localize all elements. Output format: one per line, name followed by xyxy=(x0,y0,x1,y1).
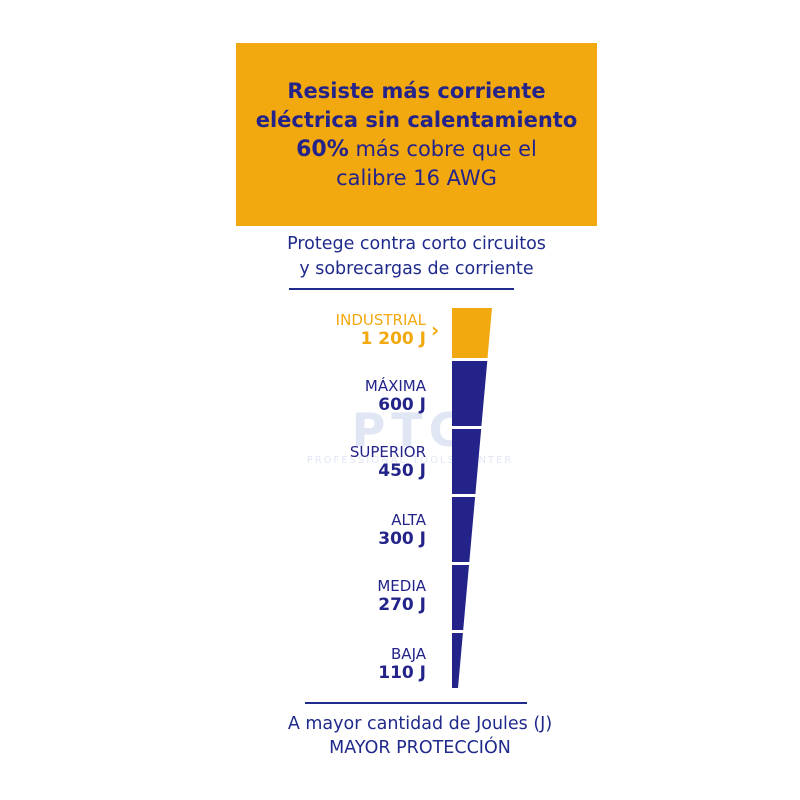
level-name: SUPERIOR xyxy=(349,443,426,461)
copper-percent: 60% xyxy=(296,136,349,162)
level-value: 270 J xyxy=(378,595,426,615)
level-value: 110 J xyxy=(378,663,426,683)
level-name: BAJA xyxy=(391,645,426,663)
footer-line-1: A mayor cantidad de Joules (J) xyxy=(287,714,553,734)
banner-line-3: 60% más cobre que el xyxy=(296,135,537,164)
level-item: ALTA 300 J xyxy=(226,511,426,549)
headline-banner: Resiste más corriente eléctrica sin cale… xyxy=(236,43,597,226)
bar-segment-4 xyxy=(452,565,469,630)
subtitle-line-2: y sobrecargas de corriente xyxy=(299,259,534,279)
level-item: BAJA 110 J xyxy=(226,645,426,683)
level-item: MÁXIMA 600 J xyxy=(226,377,426,415)
level-value: 450 J xyxy=(378,461,426,481)
banner-line-3-rest: más cobre que el xyxy=(348,136,537,161)
level-item: SUPERIOR 450 J xyxy=(226,443,426,481)
level-name: ALTA xyxy=(391,511,426,529)
banner-line-4: calibre 16 AWG xyxy=(336,165,497,190)
level-name: INDUSTRIAL xyxy=(335,311,426,329)
level-value: 600 J xyxy=(378,395,426,415)
bar-segment-5 xyxy=(452,633,463,688)
chevron-right-icon: › xyxy=(431,318,440,342)
bottom-divider xyxy=(305,702,527,704)
level-name: MÁXIMA xyxy=(364,377,426,395)
level-item: MEDIA 270 J xyxy=(226,577,426,615)
bar-segment-3 xyxy=(452,497,476,562)
subtitle-line-1: Protege contra corto circuitos xyxy=(287,234,546,254)
level-value: 1 200 J xyxy=(360,329,426,349)
banner-line-1: Resiste más corriente xyxy=(287,78,546,103)
top-divider xyxy=(289,288,514,290)
bar-segment-1 xyxy=(452,361,488,426)
footer-line-2: MAYOR PROTECCIÓN xyxy=(329,738,511,758)
protection-subtitle: Protege contra corto circuitos y sobreca… xyxy=(236,232,597,282)
level-item: INDUSTRIAL 1 200 J xyxy=(226,311,426,349)
banner-line-2: eléctrica sin calentamiento xyxy=(255,107,578,132)
footer-caption: A mayor cantidad de Joules (J) MAYOR PRO… xyxy=(220,712,620,760)
bar-segment-0 xyxy=(452,308,492,358)
level-name: MEDIA xyxy=(377,577,426,595)
bar-segment-2 xyxy=(452,429,482,494)
level-value: 300 J xyxy=(378,529,426,549)
